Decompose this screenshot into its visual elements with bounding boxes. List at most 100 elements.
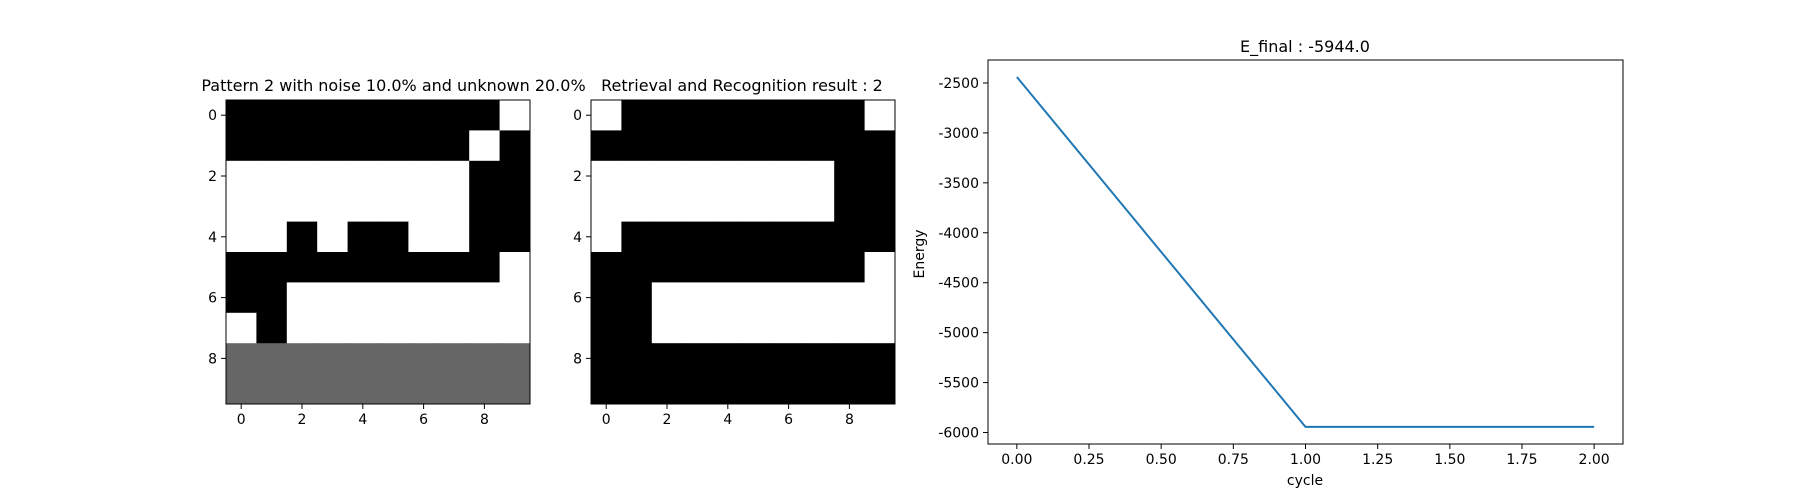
noisy-pattern-cell (408, 373, 440, 405)
noisy-pattern-cell (256, 252, 288, 283)
retrieval-result-cell (712, 100, 744, 131)
retrieval-result-cell (864, 343, 896, 375)
noisy-pattern-cell (286, 191, 318, 223)
retrieval-result-cell (651, 252, 683, 283)
noisy-pattern-cell (438, 160, 470, 192)
energy-x-tick-label: 2.00 (1579, 452, 1610, 468)
retrieval-result-cell (834, 252, 866, 283)
noisy-pattern-cell (499, 373, 531, 405)
retrieval-result-cell (864, 282, 896, 314)
retrieval-result-cell (682, 343, 714, 375)
noisy-pattern-x-tick-label: 6 (419, 412, 428, 428)
energy-chart-panel: E_final : -5944.0 0.00 0.25 0.50 0.75 1.00 1.… (912, 37, 1624, 489)
noisy-pattern-cell (469, 221, 501, 253)
retrieval-result-cell (591, 373, 622, 405)
noisy-pattern-cell (347, 191, 379, 223)
retrieval-result-cell (651, 130, 683, 162)
retrieval-result-cell (591, 191, 622, 223)
noisy-pattern-cell (347, 343, 379, 375)
retrieval-result-cell (834, 312, 866, 344)
noisy-pattern-cell (408, 130, 440, 162)
retrieval-result-cell (621, 373, 653, 405)
noisy-pattern-cell (226, 100, 257, 131)
retrieval-result-cell (682, 282, 714, 314)
noisy-pattern-cell (438, 312, 470, 344)
noisy-pattern-y-tick-label: 4 (208, 230, 217, 246)
retrieval-result-cell (712, 130, 744, 162)
retrieval-result-cell (651, 191, 683, 223)
noisy-pattern-cell (499, 130, 531, 162)
retrieval-result-cell (773, 221, 805, 253)
retrieval-result-cell (682, 130, 714, 162)
noisy-pattern-cell (226, 130, 257, 162)
noisy-pattern-cell (286, 373, 318, 405)
noisy-pattern-cell (378, 343, 409, 375)
retrieval-result-cell (803, 130, 835, 162)
noisy-pattern-cell (286, 160, 318, 192)
retrieval-result-x-tick-label: 6 (784, 412, 793, 428)
retrieval-result-cell (834, 160, 866, 192)
retrieval-result-panel: Retrieval and Recognition result : 2 0 2 4… (573, 76, 896, 428)
noisy-pattern-cell (438, 191, 470, 223)
noisy-pattern-cell (286, 343, 318, 375)
noisy-pattern-cell (226, 343, 257, 375)
retrieval-result-cell (864, 221, 896, 253)
energy-x-tick-label: 1.25 (1362, 452, 1393, 468)
retrieval-result-cell (621, 282, 653, 314)
noisy-pattern-cell (226, 191, 257, 223)
retrieval-result-cell (682, 221, 714, 253)
retrieval-result-cell (743, 373, 774, 405)
noisy-pattern-y-tick-label: 0 (208, 108, 217, 124)
retrieval-result-y-tick-label: 2 (573, 169, 582, 185)
retrieval-result-cell (834, 100, 866, 131)
noisy-pattern-cell (286, 312, 318, 344)
retrieval-result-cell (773, 312, 805, 344)
noisy-pattern-cell (469, 312, 501, 344)
noisy-pattern-y-tick-label: 6 (208, 291, 217, 307)
noisy-pattern-cell (378, 130, 409, 162)
retrieval-result-cell (773, 191, 805, 223)
retrieval-result-cell (864, 373, 896, 405)
retrieval-result-cell (651, 221, 683, 253)
retrieval-result-cell (773, 282, 805, 314)
energy-y-tick-label: -4000 (938, 226, 979, 242)
energy-x-tick-label: 0.50 (1146, 452, 1177, 468)
retrieval-result-cell (864, 191, 896, 223)
retrieval-result-cell (591, 160, 622, 192)
energy-y-tick-label: -2500 (938, 76, 979, 92)
noisy-pattern-cell (256, 373, 288, 405)
energy-chart-ylabel: Energy (912, 229, 928, 278)
retrieval-result-cell (864, 252, 896, 283)
retrieval-result-cell (651, 312, 683, 344)
noisy-pattern-frame (225, 99, 531, 405)
noisy-pattern-cell (286, 130, 318, 162)
retrieval-result-cell (591, 100, 622, 131)
energy-x-tick-label: 1.75 (1506, 452, 1537, 468)
energy-y-tick-label: -6000 (938, 426, 979, 442)
noisy-pattern-cell (469, 100, 501, 131)
retrieval-result-cell (712, 221, 744, 253)
retrieval-result-cell (773, 373, 805, 405)
retrieval-result-x-tick-label: 4 (723, 412, 732, 428)
retrieval-result-cell (864, 100, 896, 131)
retrieval-result-cell (712, 282, 744, 314)
noisy-pattern-cell (408, 100, 440, 131)
retrieval-result-y-tick-label: 8 (573, 351, 582, 367)
retrieval-result-cell (773, 130, 805, 162)
noisy-pattern-cell (499, 221, 531, 253)
noisy-pattern-cell (378, 100, 409, 131)
retrieval-result-cell (773, 252, 805, 283)
energy-x-tick-label: 0.25 (1073, 452, 1104, 468)
noisy-pattern-cell (469, 252, 501, 283)
retrieval-result-cell (864, 130, 896, 162)
noisy-pattern-cell (408, 191, 440, 223)
noisy-pattern-cell (317, 373, 349, 405)
retrieval-result-cell (651, 373, 683, 405)
noisy-pattern-cells (226, 100, 531, 405)
noisy-pattern-cell (469, 343, 501, 375)
noisy-pattern-cell (347, 282, 379, 314)
noisy-pattern-cell (408, 312, 440, 344)
retrieval-result-cell (803, 282, 835, 314)
retrieval-result-cell (621, 252, 653, 283)
noisy-pattern-cell (499, 160, 531, 192)
